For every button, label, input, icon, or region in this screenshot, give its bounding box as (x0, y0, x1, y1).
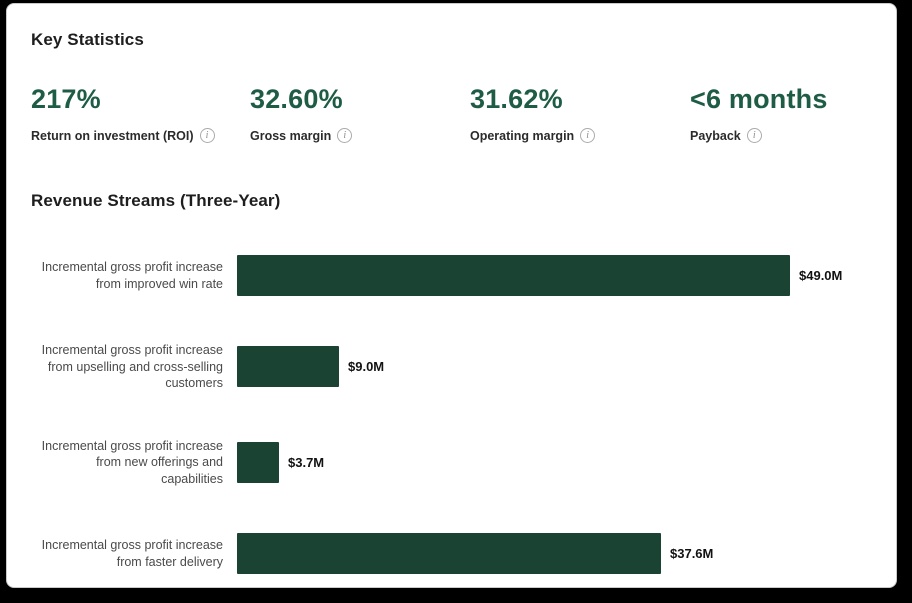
info-icon[interactable]: i (746, 128, 762, 143)
bar-value: $49.0M (799, 268, 843, 283)
stat-operating-margin: 31.62% Operating margin i (470, 86, 690, 143)
stat-roi: 217% Return on investment (ROI) i (31, 86, 250, 143)
bar-value: $9.0M (348, 359, 385, 375)
bar-upselling (237, 346, 339, 388)
bar-value: $3.7M (288, 454, 325, 470)
chart-row-faster-delivery: Incremental gross profit increase from f… (31, 533, 872, 574)
key-statistics-row: 217% Return on investment (ROI) i 32.60%… (31, 86, 872, 143)
bar-track: $3.7M (237, 441, 872, 483)
report-card: Key Statistics 217% Return on investment… (6, 3, 897, 588)
chart-row-new-offerings: Incremental gross profit increase from n… (31, 438, 872, 488)
info-icon[interactable]: i (580, 128, 596, 143)
bar-win-rate (237, 255, 790, 296)
chart-row-upselling: Incremental gross profit increase from u… (31, 342, 872, 392)
bar-new-offerings (237, 441, 279, 483)
key-statistics-title: Key Statistics (31, 30, 144, 49)
stat-roi-label: Return on investment (ROI) (31, 128, 194, 143)
bar-label: Incremental gross profit increase from u… (41, 343, 223, 390)
stat-gross-margin: 32.60% Gross margin i (250, 86, 470, 143)
bar-value: $37.6M (670, 546, 714, 561)
bar-label: Incremental gross profit increase from n… (41, 438, 223, 486)
stat-payback: <6 months Payback i (690, 86, 872, 143)
bar-track: $49.0M (237, 255, 872, 296)
bar-track: $9.0M (237, 346, 872, 388)
stat-roi-value: 217% (31, 84, 101, 114)
revenue-streams-title: Revenue Streams (Three-Year) (31, 191, 281, 210)
revenue-streams-chart: Incremental gross profit increase from i… (31, 255, 872, 574)
stat-operating-margin-label: Operating margin (470, 128, 575, 143)
chart-row-win-rate: Incremental gross profit increase from i… (31, 255, 872, 296)
stat-payback-label: Payback (690, 128, 741, 143)
bar-label: Incremental gross profit increase from f… (41, 538, 223, 569)
info-icon[interactable]: i (337, 128, 353, 143)
info-icon[interactable]: i (199, 128, 215, 143)
bar-label: Incremental gross profit increase from i… (41, 260, 223, 291)
bar-faster-delivery (237, 533, 661, 574)
stat-payback-value: <6 months (690, 84, 828, 114)
stat-gross-margin-value: 32.60% (250, 84, 343, 114)
bar-track: $37.6M (237, 533, 872, 574)
stat-operating-margin-value: 31.62% (470, 84, 563, 114)
stat-gross-margin-label: Gross margin (250, 128, 332, 143)
